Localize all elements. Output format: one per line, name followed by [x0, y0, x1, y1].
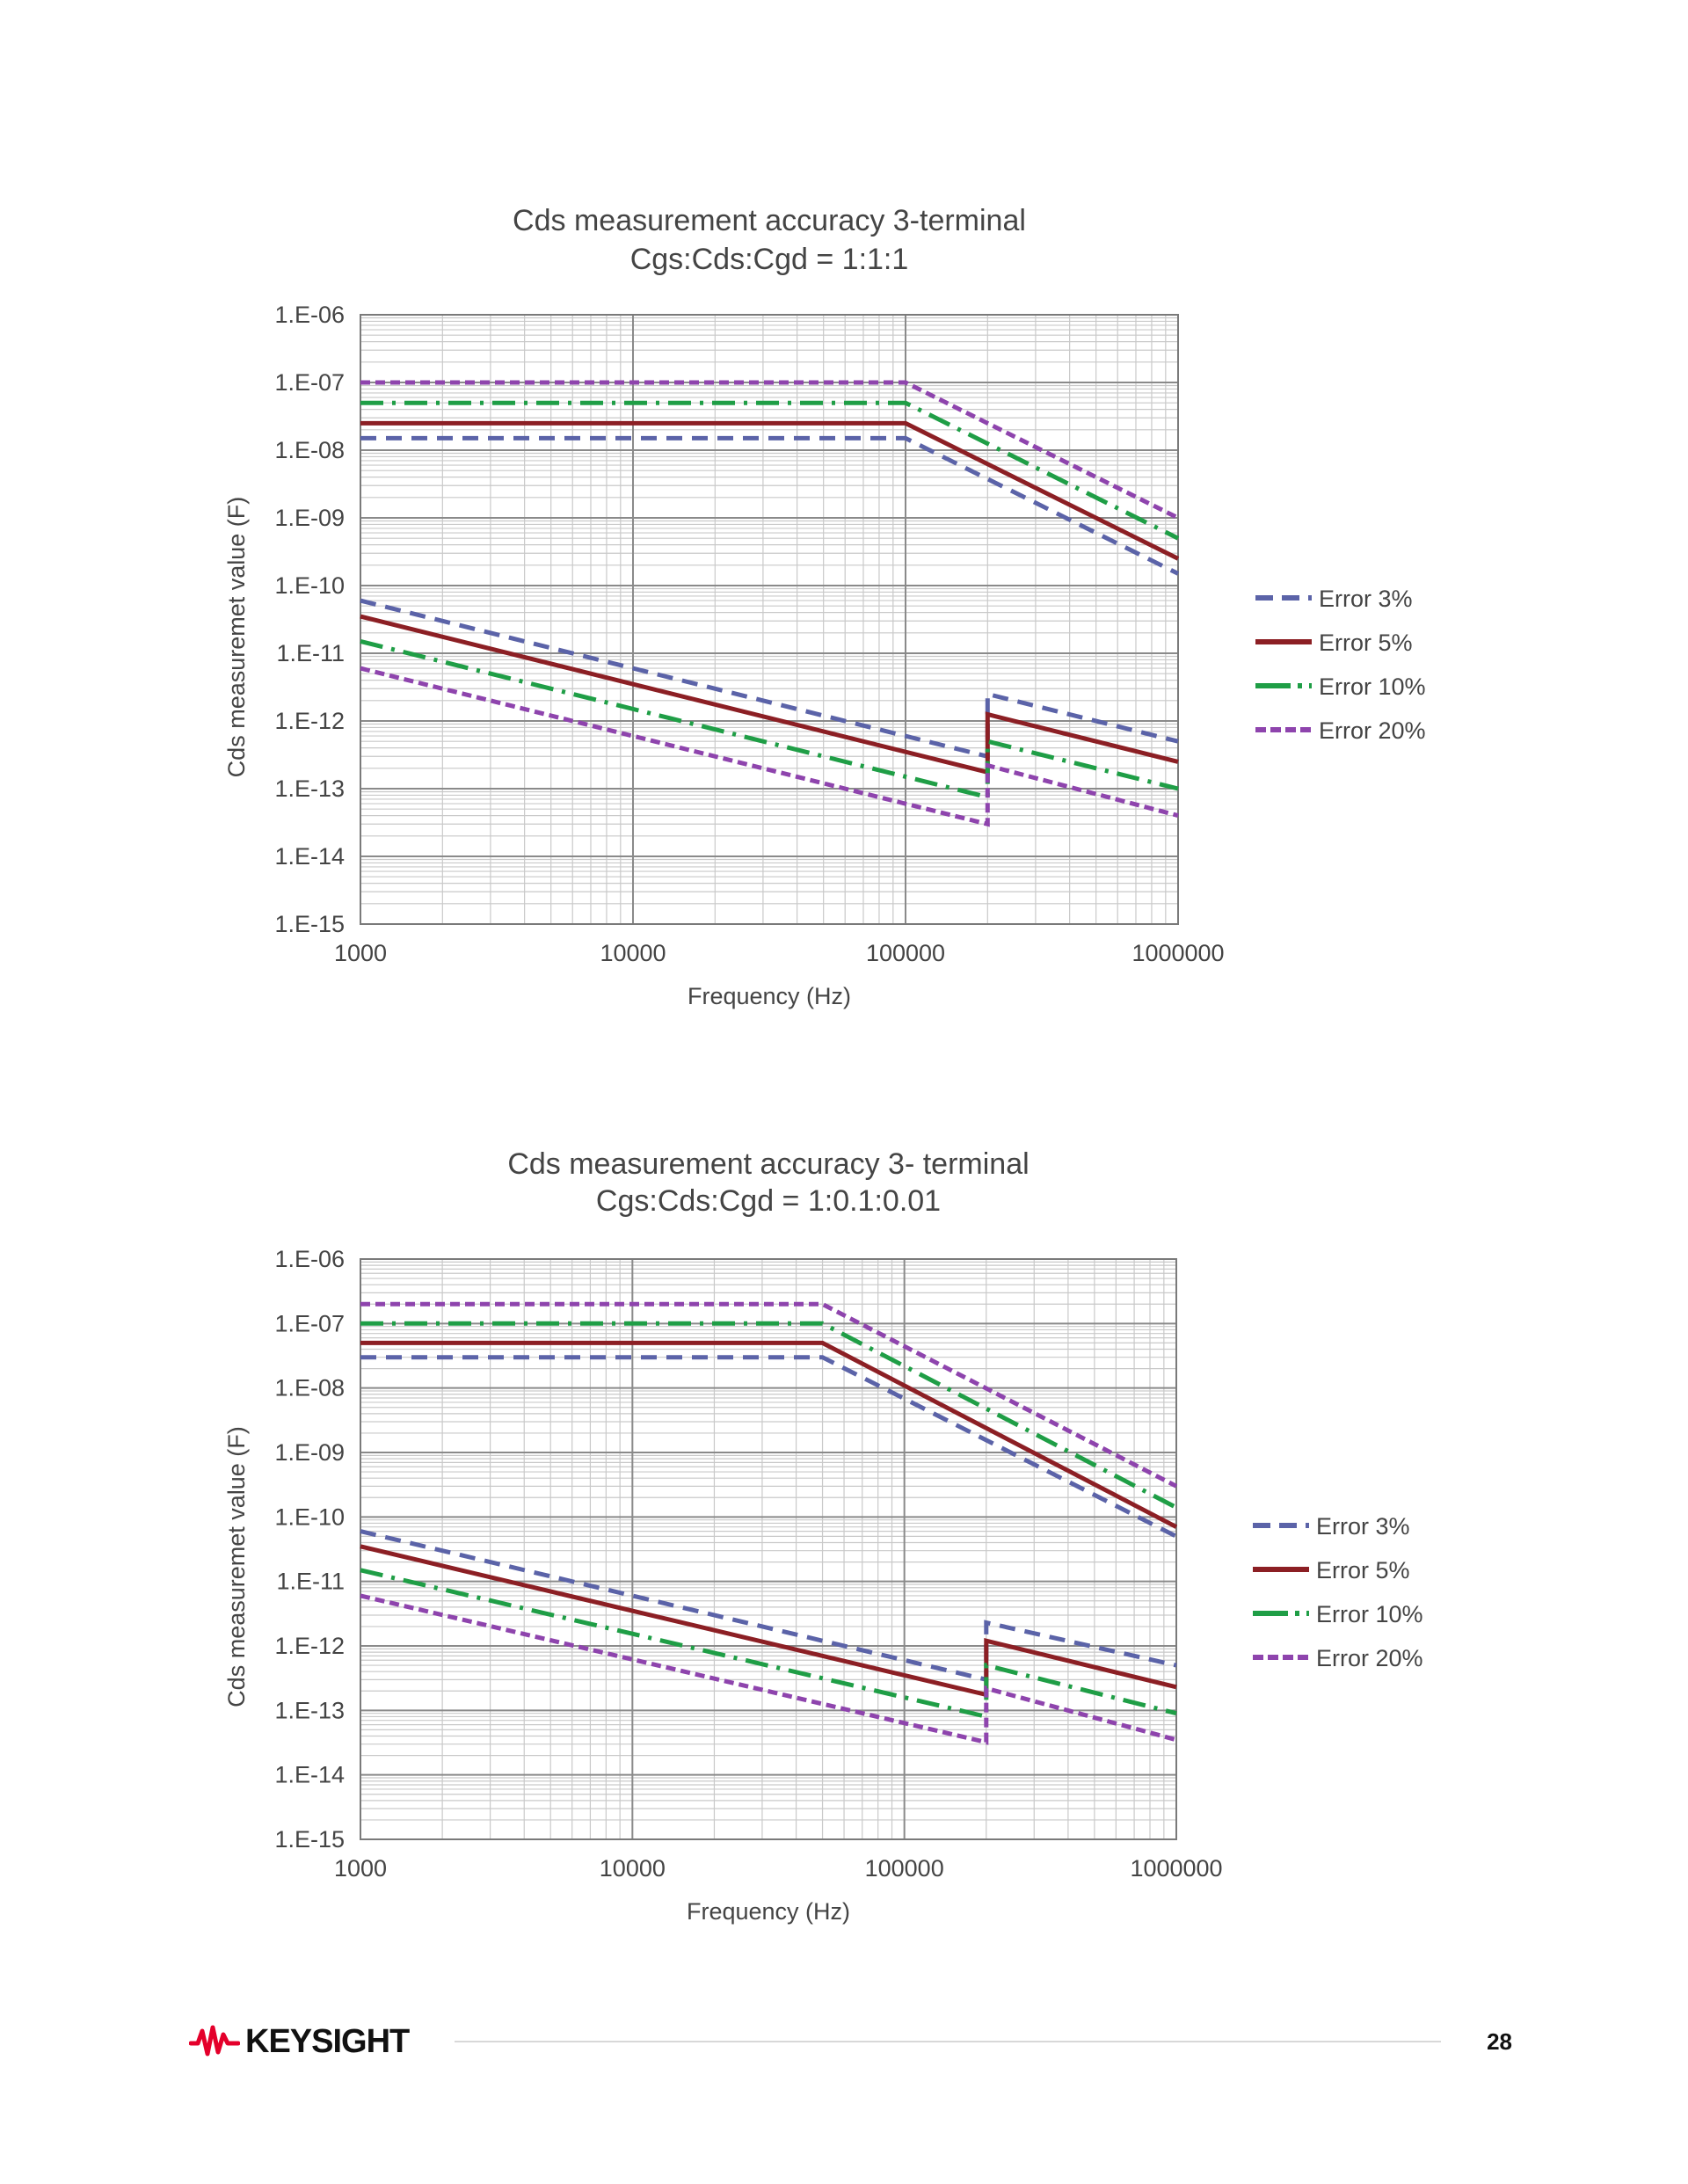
x-axis-label: Frequency (Hz)	[688, 983, 851, 1009]
chart-1: Cds measurement accuracy 3-terminal Cgs:C…	[223, 204, 1426, 1009]
y-tick-label: 1.E-13	[274, 1697, 345, 1723]
y-tick-label: 1.E-13	[274, 775, 345, 802]
x-tick-label: 100000	[866, 940, 945, 966]
series-line-lower	[360, 666, 1179, 827]
series-line-lower	[360, 1593, 1177, 1745]
y-tick-label: 1.E-09	[274, 505, 345, 531]
x-tick-label: 1000000	[1131, 940, 1224, 966]
x-tick-label: 1000	[334, 940, 387, 966]
legend-label: Error 10%	[1316, 1601, 1423, 1627]
y-tick-label: 1.E-11	[276, 640, 345, 666]
plot-area	[360, 315, 1178, 924]
x-tick-label: 1000000	[1130, 1855, 1222, 1882]
y-tick-label: 1.E-14	[274, 843, 345, 870]
y-axis-label: Cds measuremet value (F)	[223, 1426, 250, 1707]
y-tick-label: 1.E-10	[274, 572, 345, 599]
keysight-logo: KEYSIGHT	[189, 2022, 410, 2061]
series-line-upper	[360, 380, 1180, 521]
x-tick-label: 10000	[600, 940, 666, 966]
y-tick-label: 1.E-15	[274, 1826, 345, 1853]
legend: Error 3% Error 5% Error 10% Error 20%	[1253, 1513, 1423, 1671]
x-tick-label: 100000	[865, 1855, 944, 1882]
series-error-10-	[360, 400, 1180, 800]
y-tick-label: 1.E-08	[274, 437, 345, 463]
series-error-5-	[360, 420, 1180, 775]
y-tick-label: 1.E-12	[274, 708, 345, 734]
page-footer: KEYSIGHT 28	[189, 2015, 1512, 2068]
y-tick-label: 1.E-06	[274, 1246, 345, 1272]
x-tick-label: 1000	[334, 1855, 387, 1882]
chart-2: Cds measurement accuracy 3- terminalCgs:…	[223, 1147, 1423, 1925]
x-tick-label: 10000	[600, 1855, 666, 1882]
x-axis-label: Frequency (Hz)	[687, 1898, 850, 1925]
legend-label: Error 10%	[1319, 673, 1426, 700]
legend-label: Error 5%	[1316, 1557, 1410, 1583]
brand-name: KEYSIGHT	[245, 2022, 410, 2060]
series-line-upper	[360, 1301, 1178, 1489]
charts-canvas: Cds measurement accuracy 3-terminal Cgs:C…	[223, 204, 1426, 1925]
legend-label: Error 5%	[1319, 630, 1413, 656]
chart-title: Cds measurement accuracy 3- terminal	[507, 1147, 1029, 1181]
footer-divider	[455, 2041, 1442, 2042]
series-line-upper	[360, 1321, 1178, 1510]
y-tick-label: 1.E-07	[274, 369, 345, 396]
y-tick-label: 1.E-08	[274, 1375, 345, 1401]
y-axis-label: Cds measuremet value (F)	[223, 497, 250, 778]
plot-area	[360, 1259, 1176, 1839]
y-tick-label: 1.E-06	[274, 302, 345, 328]
y-tick-label: 1.E-14	[274, 1762, 345, 1788]
y-tick-label: 1.E-07	[274, 1310, 345, 1336]
series-error-20-	[360, 380, 1180, 827]
chart-title: Cgs:Cds:Cgd = 1:1:1	[630, 243, 909, 276]
series-line-lower	[360, 614, 1179, 775]
legend-label: Error 20%	[1319, 717, 1426, 744]
series-error-20-	[360, 1301, 1178, 1745]
legend: Error 3% Error 5% Error 10% Error 20%	[1255, 586, 1426, 744]
series-line-upper	[360, 435, 1180, 576]
series-line-lower	[360, 638, 1179, 800]
series-line-upper	[360, 1340, 1178, 1529]
plot-frame	[360, 314, 1179, 925]
chart-title: Cgs:Cds:Cgd = 1:0.1:0.01	[596, 1184, 941, 1218]
legend-label: Error 3%	[1319, 586, 1413, 612]
legend-label: Error 20%	[1316, 1645, 1423, 1671]
keysight-wave-icon	[189, 2025, 240, 2057]
y-tick-label: 1.E-09	[274, 1439, 345, 1466]
series-line-upper	[360, 420, 1180, 561]
y-tick-label: 1.E-11	[276, 1569, 345, 1595]
page-number: 28	[1487, 2027, 1512, 2055]
series-line-upper	[360, 400, 1180, 541]
plot-frame	[360, 1258, 1177, 1840]
y-tick-label: 1.E-12	[274, 1633, 345, 1659]
y-tick-label: 1.E-15	[274, 911, 345, 937]
y-tick-label: 1.E-10	[274, 1503, 345, 1530]
legend-label: Error 3%	[1316, 1513, 1410, 1540]
series-line-upper	[360, 1355, 1178, 1539]
chart-title: Cds measurement accuracy 3-terminal	[513, 204, 1026, 237]
